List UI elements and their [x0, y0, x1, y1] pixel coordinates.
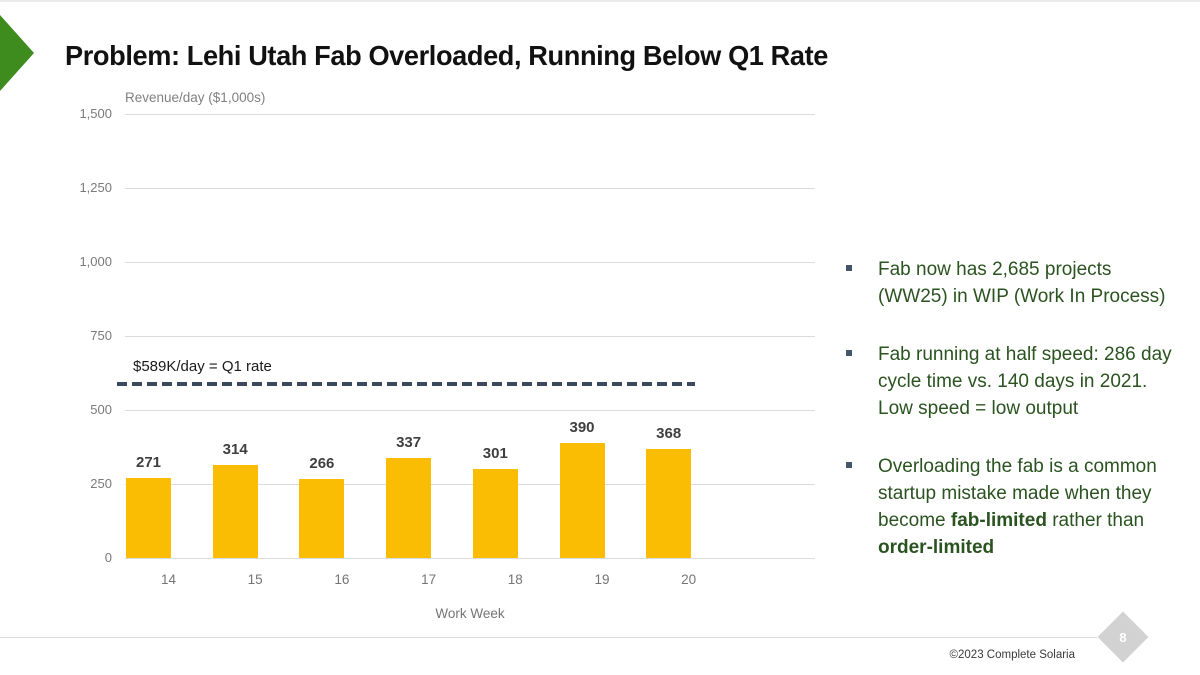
- bullet-item: Fab now has 2,685 projects (WW25) in WIP…: [846, 256, 1191, 310]
- chart-plot-area: Work Week 1,500 1,250 1,000 750 500 250 0 271 14…: [79, 106, 815, 621]
- bullet-item: Fab running at half speed: 286 day cycle…: [846, 341, 1191, 422]
- q1-rate-reference-line: [117, 381, 695, 386]
- bar-ww15: [212, 465, 258, 558]
- gridline: [125, 484, 815, 485]
- x-axis-tick-label: 17: [421, 572, 437, 587]
- bullet-text: Fab now has 2,685 projects (WW25) in WIP…: [878, 259, 1166, 307]
- bullet-square-icon: [846, 265, 852, 271]
- bullet-square-icon: [846, 350, 852, 356]
- y-axis-tick-label: 0: [104, 550, 112, 565]
- chart-title: Revenue/day ($1,000s): [125, 90, 266, 105]
- y-axis-tick-label: 1,500: [79, 106, 112, 121]
- top-divider: [0, 0, 1200, 2]
- x-axis-title: Work Week: [435, 606, 505, 621]
- gridline: [125, 410, 815, 411]
- page-title: Problem: Lehi Utah Fab Overloaded, Runni…: [65, 40, 828, 71]
- gridline: [125, 262, 815, 263]
- bullet-text: Fab running at half speed: 286 day cycle…: [878, 344, 1172, 419]
- bar-value-label: 314: [222, 441, 248, 459]
- page-number: 8: [1119, 629, 1127, 645]
- bullet-list: Fab now has 2,685 projects (WW25) in WIP…: [846, 256, 1191, 592]
- gridline: [125, 114, 815, 115]
- bar-value-label: 301: [482, 444, 508, 462]
- y-axis-tick-label: 500: [90, 402, 112, 417]
- bullet-square-icon: [846, 462, 852, 468]
- x-axis-tick-label: 15: [247, 572, 263, 587]
- gridline: [125, 336, 815, 337]
- bar-ww20: [646, 449, 692, 558]
- x-axis-tick-label: 20: [681, 572, 697, 587]
- bar-value-label: 368: [656, 425, 682, 443]
- copyright-text: ©2023 Complete Solaria: [949, 649, 1075, 661]
- bar-ww17: [386, 458, 432, 558]
- bullet-item: Overloading the fab is a common startup …: [846, 453, 1191, 561]
- bar-value-label: 271: [135, 453, 162, 471]
- bar-ww16: [299, 479, 345, 558]
- revenue-bar-chart: Revenue/day ($1,000s) Work Week 1,500 1,2…: [79, 90, 815, 621]
- y-axis-tick-label: 1,000: [79, 254, 112, 269]
- y-axis-tick-label: 250: [90, 476, 112, 491]
- bar-ww19: [559, 442, 605, 558]
- q1-rate-label: $589K/day = Q1 rate: [133, 357, 272, 375]
- footer-divider: [0, 637, 1097, 638]
- x-axis-tick-label: 19: [594, 572, 610, 587]
- green-arrow-icon: [0, 15, 34, 91]
- x-axis-tick-label: 16: [334, 572, 350, 587]
- bar-value-label: 390: [569, 418, 595, 436]
- gridline: [125, 188, 815, 189]
- bar-ww14: [126, 477, 171, 558]
- bar-value-label: 337: [396, 434, 422, 452]
- gridline: [125, 558, 815, 559]
- y-axis-tick-label: 750: [90, 328, 112, 343]
- x-axis-tick-label: 14: [160, 572, 177, 587]
- bullet-text: Overloading the fab is a common startup …: [878, 456, 1157, 558]
- bar-ww18: [472, 468, 518, 558]
- y-axis-tick-label: 1,250: [79, 180, 112, 195]
- x-axis-tick-label: 18: [507, 572, 523, 587]
- bar-value-label: 266: [309, 455, 335, 473]
